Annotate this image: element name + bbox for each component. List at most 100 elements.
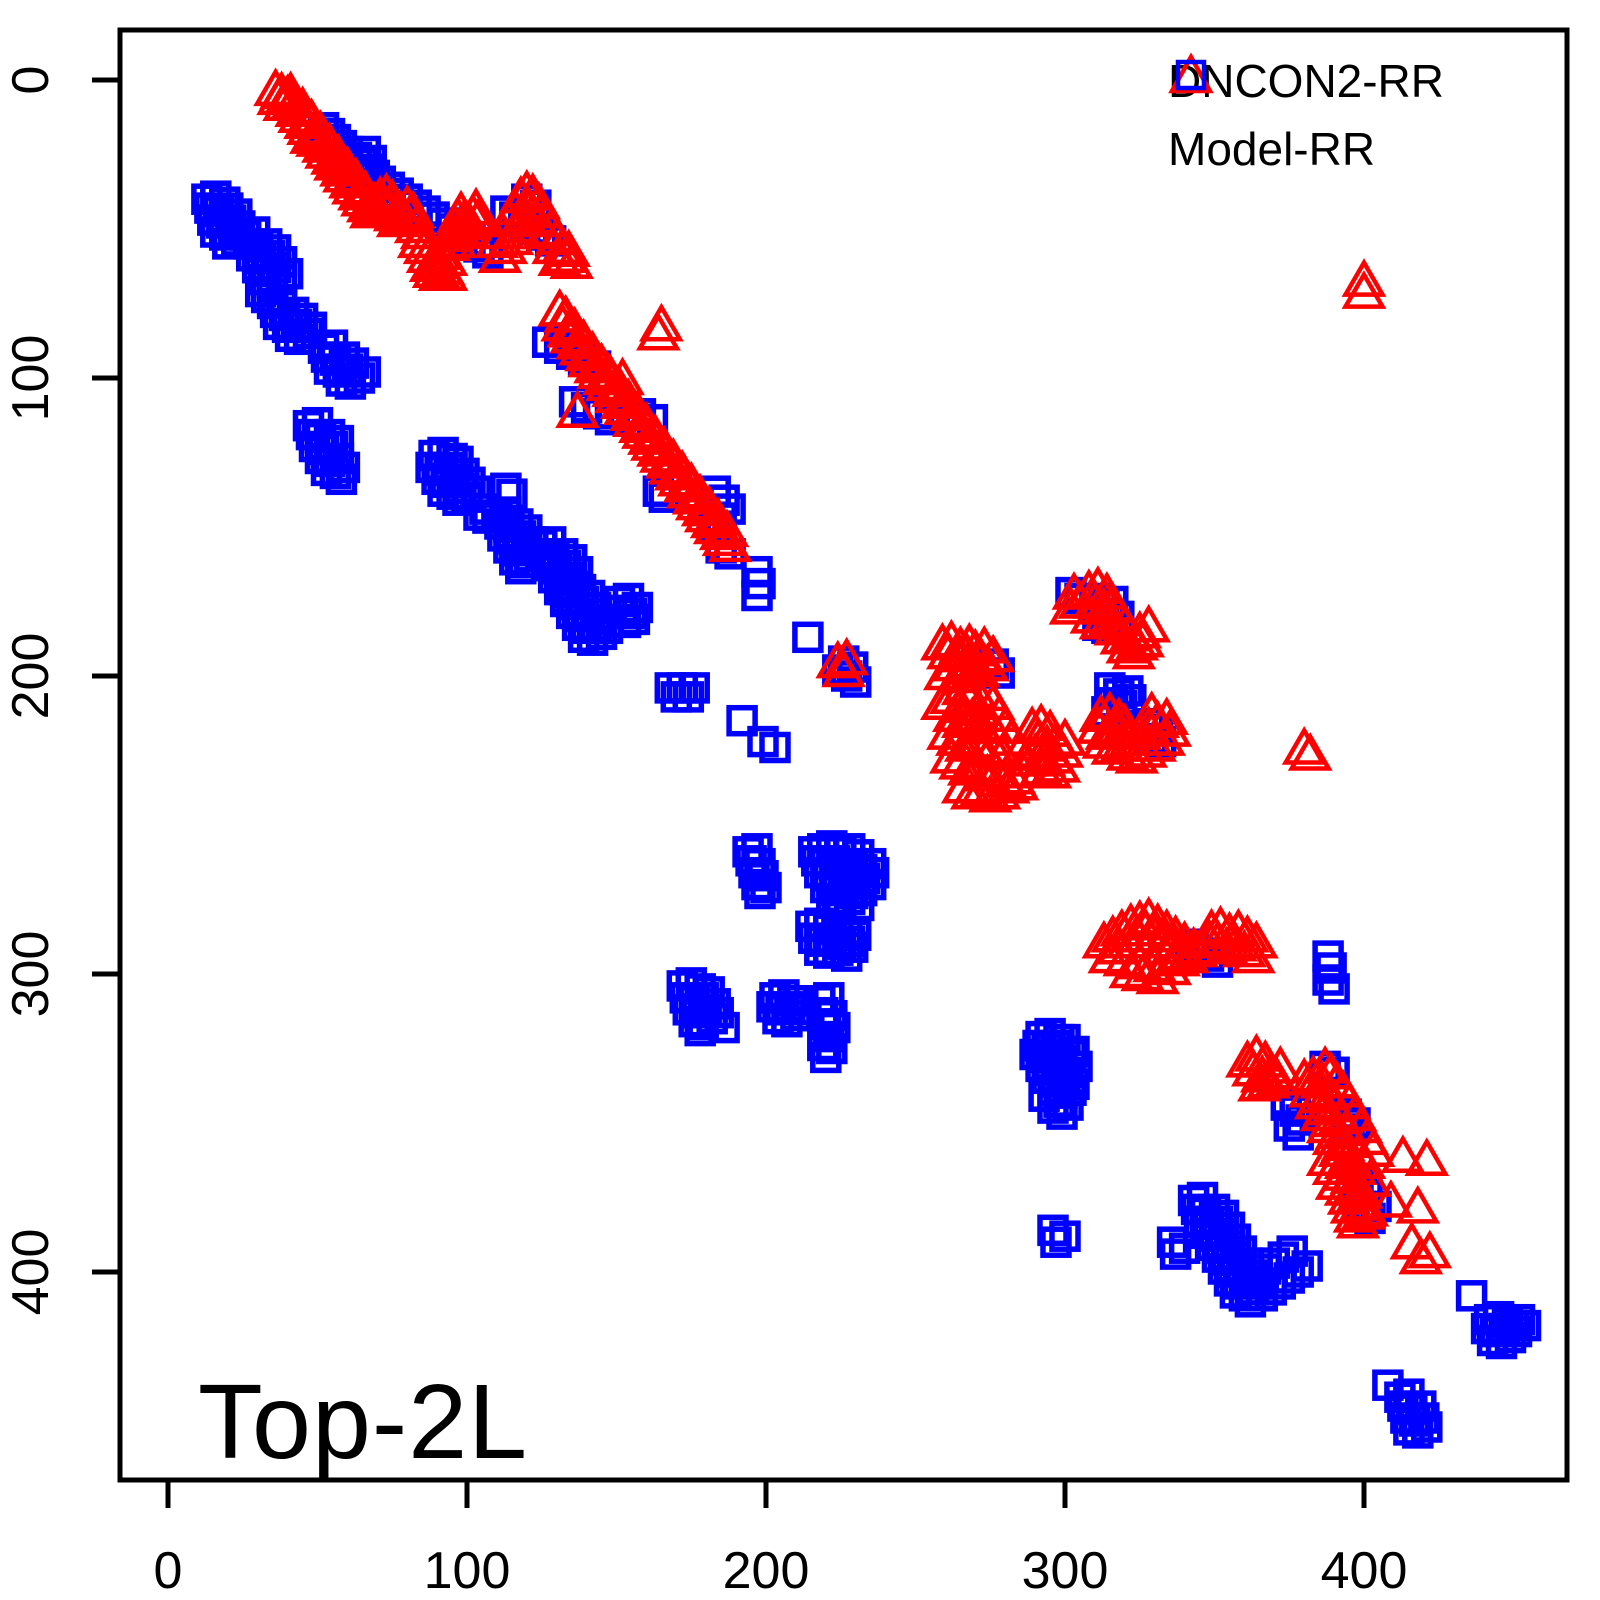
dncon2-rr-point (1407, 1229, 1453, 1269)
model-rr-point (750, 871, 782, 904)
dncon2-rr-point (489, 216, 535, 256)
dncon2-rr-point (1111, 630, 1157, 670)
dncon2-rr-point (824, 636, 870, 676)
dncon2-rr-point (952, 669, 998, 709)
dncon2-rr-point (1186, 916, 1231, 956)
model-rr-point (1455, 1280, 1488, 1312)
x-tick-label: 0 (154, 1542, 183, 1600)
model-rr-point (1509, 1309, 1542, 1342)
model-rr-point (615, 597, 648, 630)
dncon2-rr-point (1302, 1044, 1348, 1084)
dncon2-rr-point (1231, 934, 1276, 974)
dncon2-rr-point (821, 648, 867, 688)
model-rr-point (830, 940, 863, 972)
x-tick-label: 200 (723, 1542, 810, 1600)
dncon2-rr-point (555, 389, 600, 429)
model-rr-point (678, 672, 710, 704)
dncon2-rr-point (1254, 1056, 1300, 1096)
dncon2-rr-point (1144, 696, 1190, 735)
model-rr-point (1049, 1220, 1081, 1252)
legend-label-model: Model-RR (1168, 123, 1376, 175)
dncon2-rr-point (1141, 919, 1187, 959)
y-tick-label: 300 (2, 931, 60, 1018)
model-rr-point (1276, 1235, 1308, 1267)
model-rr-point (1411, 1411, 1443, 1443)
y-tick-label: 0 (2, 66, 60, 95)
model-rr-point (609, 606, 642, 639)
series-dncon2-rr (253, 67, 1453, 1275)
dncon2-rr-point (636, 311, 681, 351)
model-rr-point (349, 356, 382, 388)
plot-frame (117, 27, 1570, 1483)
dncon2-rr-point (707, 523, 753, 563)
dncon2-rr-point (417, 252, 463, 291)
dncon2-rr-point (964, 752, 1010, 792)
dncon2-rr-point (1117, 609, 1163, 649)
y-tick-label: 200 (2, 633, 60, 720)
dncon2-rr-point (537, 237, 583, 277)
dncon2-rr-point (961, 624, 1007, 664)
model-rr-point (816, 1032, 848, 1065)
model-rr-point (726, 704, 758, 737)
triangle-icon (1168, 52, 1214, 94)
model-rr-point (1500, 1315, 1533, 1348)
dncon2-rr-point (1123, 907, 1169, 947)
dncon2-rr-point (1368, 1179, 1414, 1218)
dncon2-rr-point (1341, 258, 1387, 297)
model-rr-point (274, 320, 307, 353)
dncon2-rr-point (1027, 749, 1073, 789)
model-rr-point (325, 463, 358, 496)
square-glyph (1175, 59, 1207, 91)
model-rr-point (1159, 1238, 1192, 1270)
model-rr-point (1058, 1035, 1090, 1068)
model-rr-point (792, 621, 824, 654)
model-rr-point (343, 362, 376, 394)
dncon2-rr-point (1245, 1059, 1291, 1099)
dncon2-rr-point (1305, 1137, 1351, 1176)
model-rr-point (618, 603, 651, 636)
dncon2-rr-point (1222, 928, 1267, 968)
legend-label-dncon2: DNCON2-RR (1168, 55, 1444, 107)
model-rr-point (741, 868, 773, 901)
model-rr-point (1393, 1414, 1425, 1446)
model-rr-point (741, 579, 773, 612)
dncon2-rr-point (268, 70, 313, 110)
dncon2-rr-point (600, 356, 645, 396)
legend-item-model: Model-RR (1168, 59, 1444, 178)
dncon2-rr-point (456, 195, 502, 235)
model-rr-point (1273, 1110, 1306, 1142)
dncon2-rr-point (1123, 729, 1169, 768)
model-rr-point (1046, 1098, 1078, 1130)
dncon2-rr-point (1398, 1235, 1444, 1275)
model-rr-point (319, 457, 352, 490)
dncon2-rr-point (1042, 717, 1088, 756)
dncon2-rr-point (1395, 1184, 1441, 1224)
dncon2-rr-point (1018, 746, 1064, 786)
dncon2-rr-point (1341, 270, 1387, 309)
dncon2-rr-point (929, 734, 974, 774)
model-rr-point (1040, 1226, 1072, 1258)
y-tick-label: 100 (2, 335, 60, 422)
model-rr-point (744, 877, 776, 910)
dncon2-rr-point (1380, 1134, 1426, 1174)
legend-item-dncon2: DNCON2-RR (1168, 52, 1444, 110)
model-rr-point (708, 1011, 740, 1044)
series-model-rr (191, 111, 1542, 1449)
dncon2-rr-point (1126, 603, 1172, 643)
model-rr-point (1402, 1417, 1434, 1449)
model-rr-point (1312, 964, 1344, 996)
dncon2-rr-point (970, 633, 1016, 673)
model-rr-point (836, 931, 869, 963)
dncon2-rr-point (256, 76, 301, 116)
model-rr-point (1028, 1080, 1060, 1112)
model-rr-point (1318, 973, 1350, 1005)
dncon2-rr-point (1287, 732, 1333, 771)
legend: DNCON2-RR Model-RR (1168, 52, 1444, 178)
square-icon (1175, 59, 1207, 91)
dncon2-rr-point (438, 210, 484, 250)
dncon2-rr-point (289, 115, 334, 154)
x-tick-label: 300 (1022, 1542, 1109, 1600)
dncon2-rr-point (1213, 922, 1258, 962)
x-tick-label: 400 (1321, 1542, 1408, 1600)
